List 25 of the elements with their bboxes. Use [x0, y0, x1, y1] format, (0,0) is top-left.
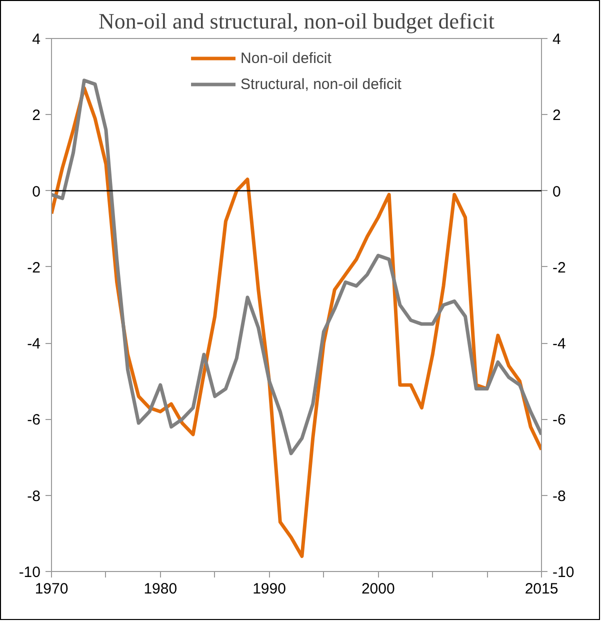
y-tick-label: -4: [27, 336, 41, 353]
line-series: [52, 78, 542, 456]
y-tick-label: -10: [18, 564, 41, 581]
y2-tick-label: -4: [552, 336, 566, 353]
y-tick-label: 0: [32, 183, 40, 200]
x-tick-label: 1970: [34, 580, 68, 598]
x-tick-label: 2000: [361, 580, 395, 598]
x-tick-label: 1990: [252, 580, 286, 598]
legend-label: Structural, non-oil deficit: [240, 76, 402, 92]
y-tick-label: -2: [27, 259, 41, 276]
y2-tick-label: 0: [552, 183, 561, 200]
y2-tick-label: -6: [552, 412, 566, 429]
y2-tick-label: -2: [552, 259, 566, 276]
y2-tick-label: 2: [552, 107, 561, 124]
y-tick-label: -6: [27, 412, 41, 429]
chart-title: Non-oil and structural, non-oil budget deficit: [98, 8, 494, 34]
y-tick-label: -8: [27, 488, 41, 505]
y2-tick-label: -10: [552, 564, 574, 581]
y2-tick-label: -8: [552, 488, 566, 505]
y2-tick-label: 4: [552, 31, 561, 48]
legend-label: Non-oil deficit: [240, 50, 332, 66]
y-tick-label: 2: [32, 107, 40, 124]
x-tick-label: 1980: [144, 580, 178, 598]
y-tick-label: 4: [32, 31, 40, 48]
x-tick-label: 2015: [524, 580, 558, 598]
